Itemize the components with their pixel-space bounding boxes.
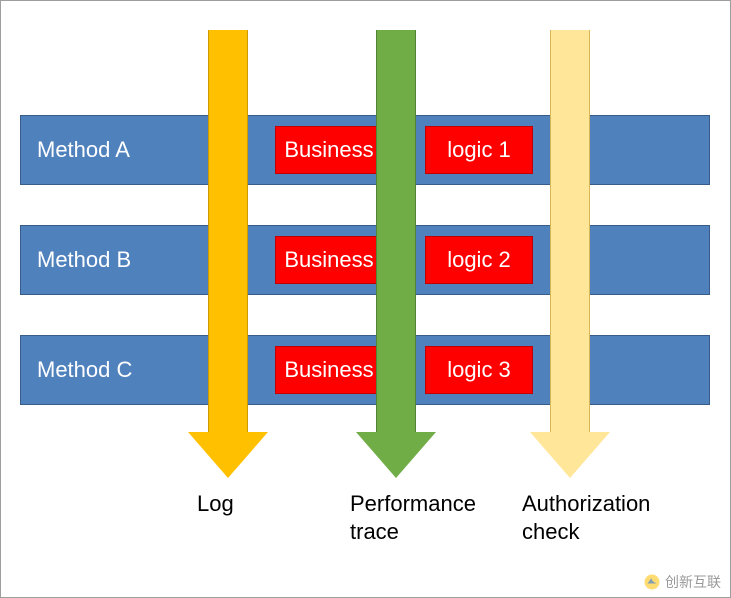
logic-label: logic 2 <box>447 247 511 273</box>
arrow-log <box>208 30 268 478</box>
logic-box: logic 1 <box>425 126 533 174</box>
business-box: Business <box>275 236 383 284</box>
watermark-logo-icon <box>643 573 661 591</box>
method-label: Method B <box>37 247 131 273</box>
arrow-label-authorization: Authorization check <box>522 490 682 545</box>
watermark-text: 创新互联 <box>665 572 721 592</box>
business-box: Business <box>275 126 383 174</box>
business-label: Business <box>284 247 373 273</box>
arrow-authorization <box>550 30 610 478</box>
method-label: Method A <box>37 137 130 163</box>
arrow-label-log: Log <box>197 490 234 518</box>
method-label: Method C <box>37 357 132 383</box>
logic-label: logic 1 <box>447 137 511 163</box>
logic-box: logic 3 <box>425 346 533 394</box>
logic-label: logic 3 <box>447 357 511 383</box>
business-label: Business <box>284 137 373 163</box>
watermark: 创新互联 <box>643 572 721 592</box>
arrow-performance <box>376 30 436 478</box>
business-label: Business <box>284 357 373 383</box>
logic-box: logic 2 <box>425 236 533 284</box>
arrow-label-performance: Performance trace <box>350 490 500 545</box>
business-box: Business <box>275 346 383 394</box>
